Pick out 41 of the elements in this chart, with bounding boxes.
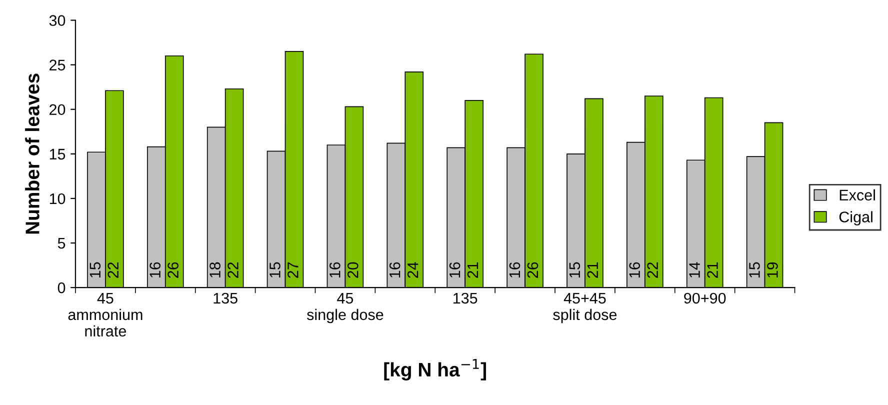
y-tick-label: 25 (50, 60, 66, 70)
data-label: 16 (449, 262, 460, 278)
data-label: 15 (749, 262, 760, 278)
data-label: 20 (347, 262, 358, 278)
data-label: 16 (389, 262, 400, 278)
data-label: 18 (210, 262, 220, 278)
x-tick-label: 135 (454, 292, 478, 304)
data-label: 22 (647, 262, 658, 278)
x-tick-label: 45 single dose (306, 292, 384, 324)
legend-label: Cigal (839, 211, 872, 226)
data-label: 15 (90, 262, 101, 278)
data-label: 14 (689, 262, 700, 278)
data-label: 21 (707, 262, 718, 278)
data-label: 26 (527, 262, 538, 278)
x-tick-label: 45+45 split dose (553, 292, 617, 324)
y-tick-label: 20 (50, 104, 66, 116)
data-label: 16 (509, 262, 520, 278)
data-label: 16 (629, 262, 640, 278)
y-tick-label: 15 (50, 148, 66, 160)
x-axis-title: [kg N ha$^{−1}$] (384, 359, 486, 380)
data-label: 22 (228, 262, 238, 278)
x-tick-label: 90+90 (684, 292, 726, 304)
data-label: 16 (150, 262, 160, 278)
data-label: 21 (587, 262, 598, 278)
data-label: 19 (767, 262, 778, 278)
data-label: 15 (270, 262, 280, 278)
y-tick-label: 5 (58, 238, 66, 249)
y-tick-label: 30 (49, 15, 66, 26)
data-label: 22 (108, 262, 118, 278)
data-label: 16 (330, 262, 340, 278)
data-label: 26 (168, 262, 178, 278)
data-label: 15 (569, 262, 580, 278)
y-tick-label: 10 (50, 193, 66, 204)
legend-label: Excel (840, 189, 875, 201)
x-tick-label: 135 (214, 292, 238, 304)
data-label: 21 (467, 262, 478, 278)
data-label: 24 (407, 262, 418, 278)
x-tick-label: 45 ammonium nitrate (68, 292, 142, 337)
data-label: 27 (288, 262, 298, 278)
y-tick-label: 0 (58, 282, 66, 294)
y-axis-title: Number of leaves (25, 74, 40, 234)
